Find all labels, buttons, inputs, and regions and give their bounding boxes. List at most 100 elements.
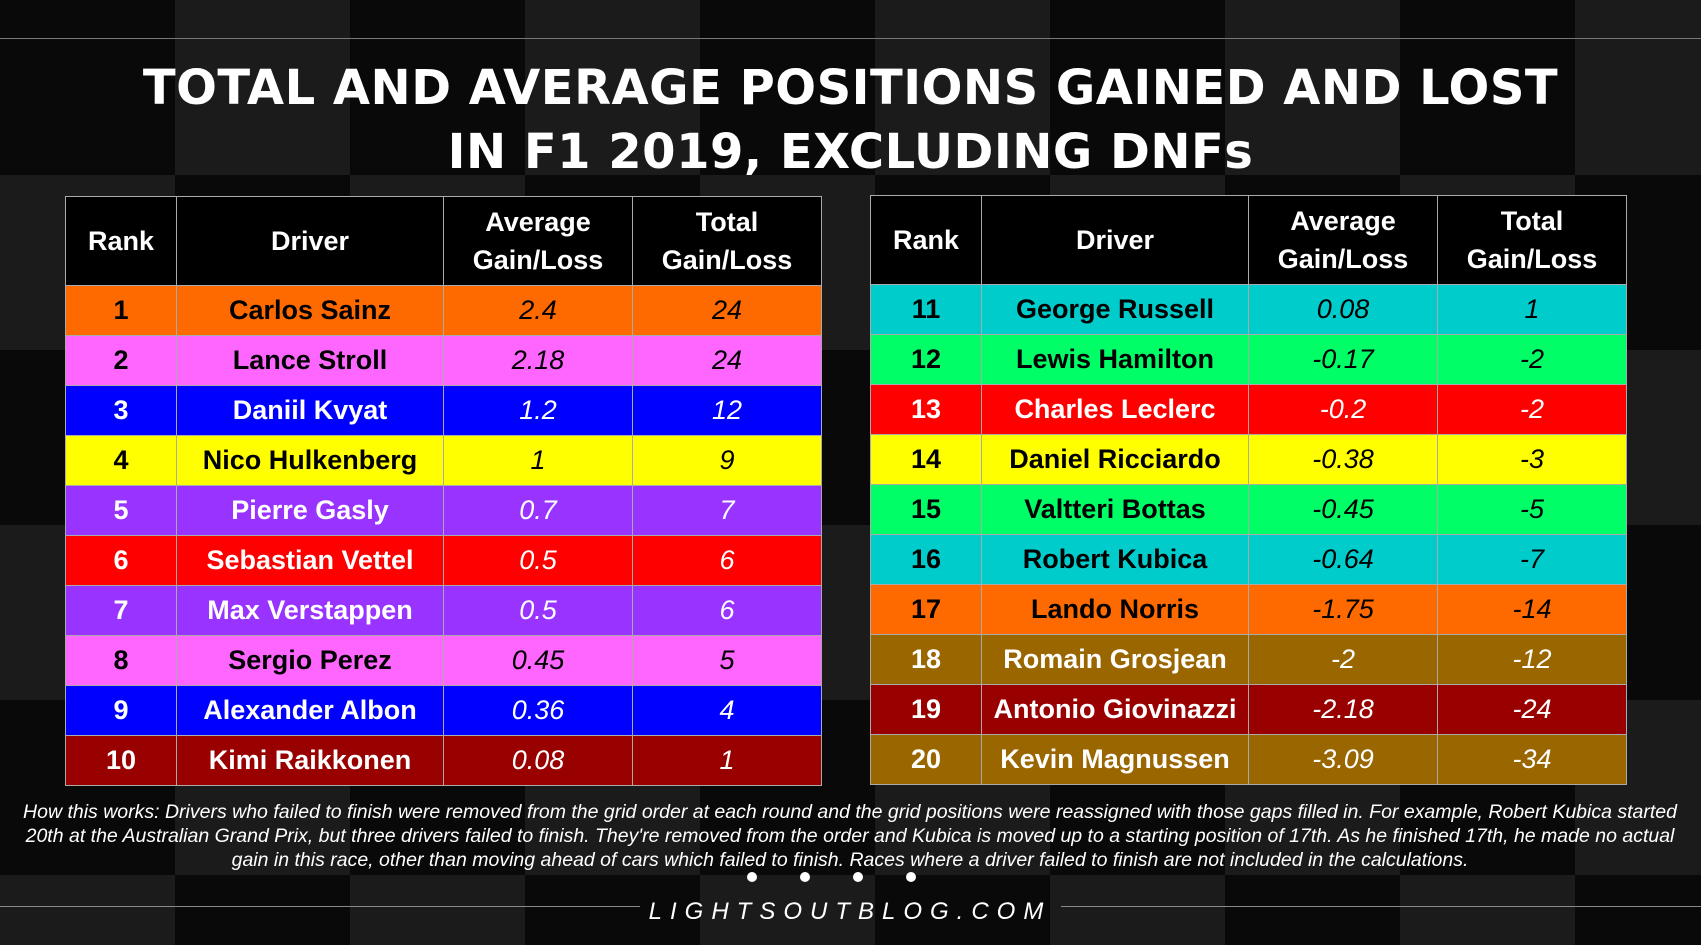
driver-cell: Valtteri Bottas: [981, 484, 1249, 535]
driver-cell: Alexander Albon: [176, 685, 444, 736]
header-total-line1: Total: [695, 207, 759, 237]
driver-cell: Carlos Sainz: [176, 285, 444, 336]
table-row: 5 Pierre Gasly 0.7 7: [65, 485, 822, 536]
rank-cell: 1: [65, 285, 177, 336]
total-cell: -3: [1437, 434, 1627, 485]
average-cell: -0.45: [1248, 484, 1438, 535]
rank-cell: 11: [870, 284, 982, 335]
driver-cell: Sebastian Vettel: [176, 535, 444, 586]
rank-cell: 17: [870, 584, 982, 635]
header-total: Total Gain/Loss: [632, 196, 822, 286]
header-average: Average Gain/Loss: [443, 196, 633, 286]
total-cell: -5: [1437, 484, 1627, 535]
average-cell: -2.18: [1248, 684, 1438, 735]
top-divider: [0, 38, 1701, 39]
table-row: 15 Valtteri Bottas -0.45 -5: [870, 484, 1627, 535]
driver-cell: George Russell: [981, 284, 1249, 335]
total-cell: -24: [1437, 684, 1627, 735]
table-row: 9 Alexander Albon 0.36 4: [65, 685, 822, 736]
table-row: 20 Kevin Magnussen -3.09 -34: [870, 734, 1627, 785]
rank-cell: 16: [870, 534, 982, 585]
driver-cell: Max Verstappen: [176, 585, 444, 636]
rank-cell: 10: [65, 735, 177, 786]
driver-cell: Nico Hulkenberg: [176, 435, 444, 486]
table-row: 2 Lance Stroll 2.18 24: [65, 335, 822, 386]
total-cell: 1: [632, 735, 822, 786]
bottom-divider-left: [0, 906, 640, 907]
rank-cell: 6: [65, 535, 177, 586]
rank-cell: 2: [65, 335, 177, 386]
table-row: 7 Max Verstappen 0.5 6: [65, 585, 822, 636]
dot-icon: [906, 872, 916, 882]
rank-cell: 14: [870, 434, 982, 485]
average-cell: 1: [443, 435, 633, 486]
average-cell: 0.7: [443, 485, 633, 536]
table-header-row: Rank Driver Average Gain/Loss Total Gain…: [870, 195, 1627, 285]
average-cell: 0.08: [443, 735, 633, 786]
brand-url: LIGHTSOUTBLOG.COM: [648, 898, 1052, 925]
total-cell: 4: [632, 685, 822, 736]
header-driver: Driver: [981, 195, 1249, 285]
average-cell: 0.5: [443, 535, 633, 586]
rank-cell: 8: [65, 635, 177, 686]
dot-icon: [747, 872, 757, 882]
rank-cell: 3: [65, 385, 177, 436]
driver-cell: Daniel Ricciardo: [981, 434, 1249, 485]
average-cell: -0.38: [1248, 434, 1438, 485]
average-cell: -2: [1248, 634, 1438, 685]
average-cell: 0.36: [443, 685, 633, 736]
average-cell: 2.18: [443, 335, 633, 386]
rank-cell: 20: [870, 734, 982, 785]
table-row: 11 George Russell 0.08 1: [870, 284, 1627, 335]
average-cell: -0.17: [1248, 334, 1438, 385]
average-cell: -1.75: [1248, 584, 1438, 635]
header-total-line2: Gain/Loss: [1466, 244, 1598, 274]
driver-cell: Lewis Hamilton: [981, 334, 1249, 385]
rank-cell: 7: [65, 585, 177, 636]
average-cell: 0.5: [443, 585, 633, 636]
total-cell: -2: [1437, 384, 1627, 435]
total-cell: -34: [1437, 734, 1627, 785]
total-cell: 9: [632, 435, 822, 486]
header-total: Total Gain/Loss: [1437, 195, 1627, 285]
dot-icon: [800, 872, 810, 882]
total-cell: 12: [632, 385, 822, 436]
driver-cell: Robert Kubica: [981, 534, 1249, 585]
driver-cell: Kimi Raikkonen: [176, 735, 444, 786]
header-average-line2: Gain/Loss: [1277, 244, 1409, 274]
total-cell: 7: [632, 485, 822, 536]
driver-cell: Charles Leclerc: [981, 384, 1249, 435]
average-cell: 0.08: [1248, 284, 1438, 335]
rank-cell: 13: [870, 384, 982, 435]
average-cell: -0.64: [1248, 534, 1438, 585]
average-cell: -0.2: [1248, 384, 1438, 435]
title-line-2: IN F1 2019, EXCLUDING DNFs: [447, 124, 1254, 180]
rank-cell: 12: [870, 334, 982, 385]
header-total-line2: Gain/Loss: [661, 245, 793, 275]
header-driver: Driver: [176, 196, 444, 286]
header-average-line1: Average: [1290, 206, 1396, 236]
header-average: Average Gain/Loss: [1248, 195, 1438, 285]
driver-cell: Romain Grosjean: [981, 634, 1249, 685]
methodology-note: How this works: Drivers who failed to fi…: [23, 801, 1677, 871]
driver-cell: Sergio Perez: [176, 635, 444, 686]
header-rank: Rank: [870, 195, 982, 285]
table-row: 19 Antonio Giovinazzi -2.18 -24: [870, 684, 1627, 735]
average-cell: 2.4: [443, 285, 633, 336]
table-row: 12 Lewis Hamilton -0.17 -2: [870, 334, 1627, 385]
table-row: 13 Charles Leclerc -0.2 -2: [870, 384, 1627, 435]
decorative-dots: [740, 872, 960, 888]
rank-cell: 9: [65, 685, 177, 736]
dot-icon: [853, 872, 863, 882]
rank-cell: 4: [65, 435, 177, 486]
header-rank: Rank: [65, 196, 177, 286]
table-header-row: Rank Driver Average Gain/Loss Total Gain…: [65, 196, 822, 286]
driver-cell: Daniil Kvyat: [176, 385, 444, 436]
total-cell: 6: [632, 535, 822, 586]
driver-cell: Kevin Magnussen: [981, 734, 1249, 785]
driver-cell: Lance Stroll: [176, 335, 444, 386]
table-row: 6 Sebastian Vettel 0.5 6: [65, 535, 822, 586]
header-average-line1: Average: [485, 207, 591, 237]
header-average-line2: Gain/Loss: [472, 245, 604, 275]
page-title: TOTAL AND AVERAGE POSITIONS GAINED AND L…: [0, 56, 1701, 184]
